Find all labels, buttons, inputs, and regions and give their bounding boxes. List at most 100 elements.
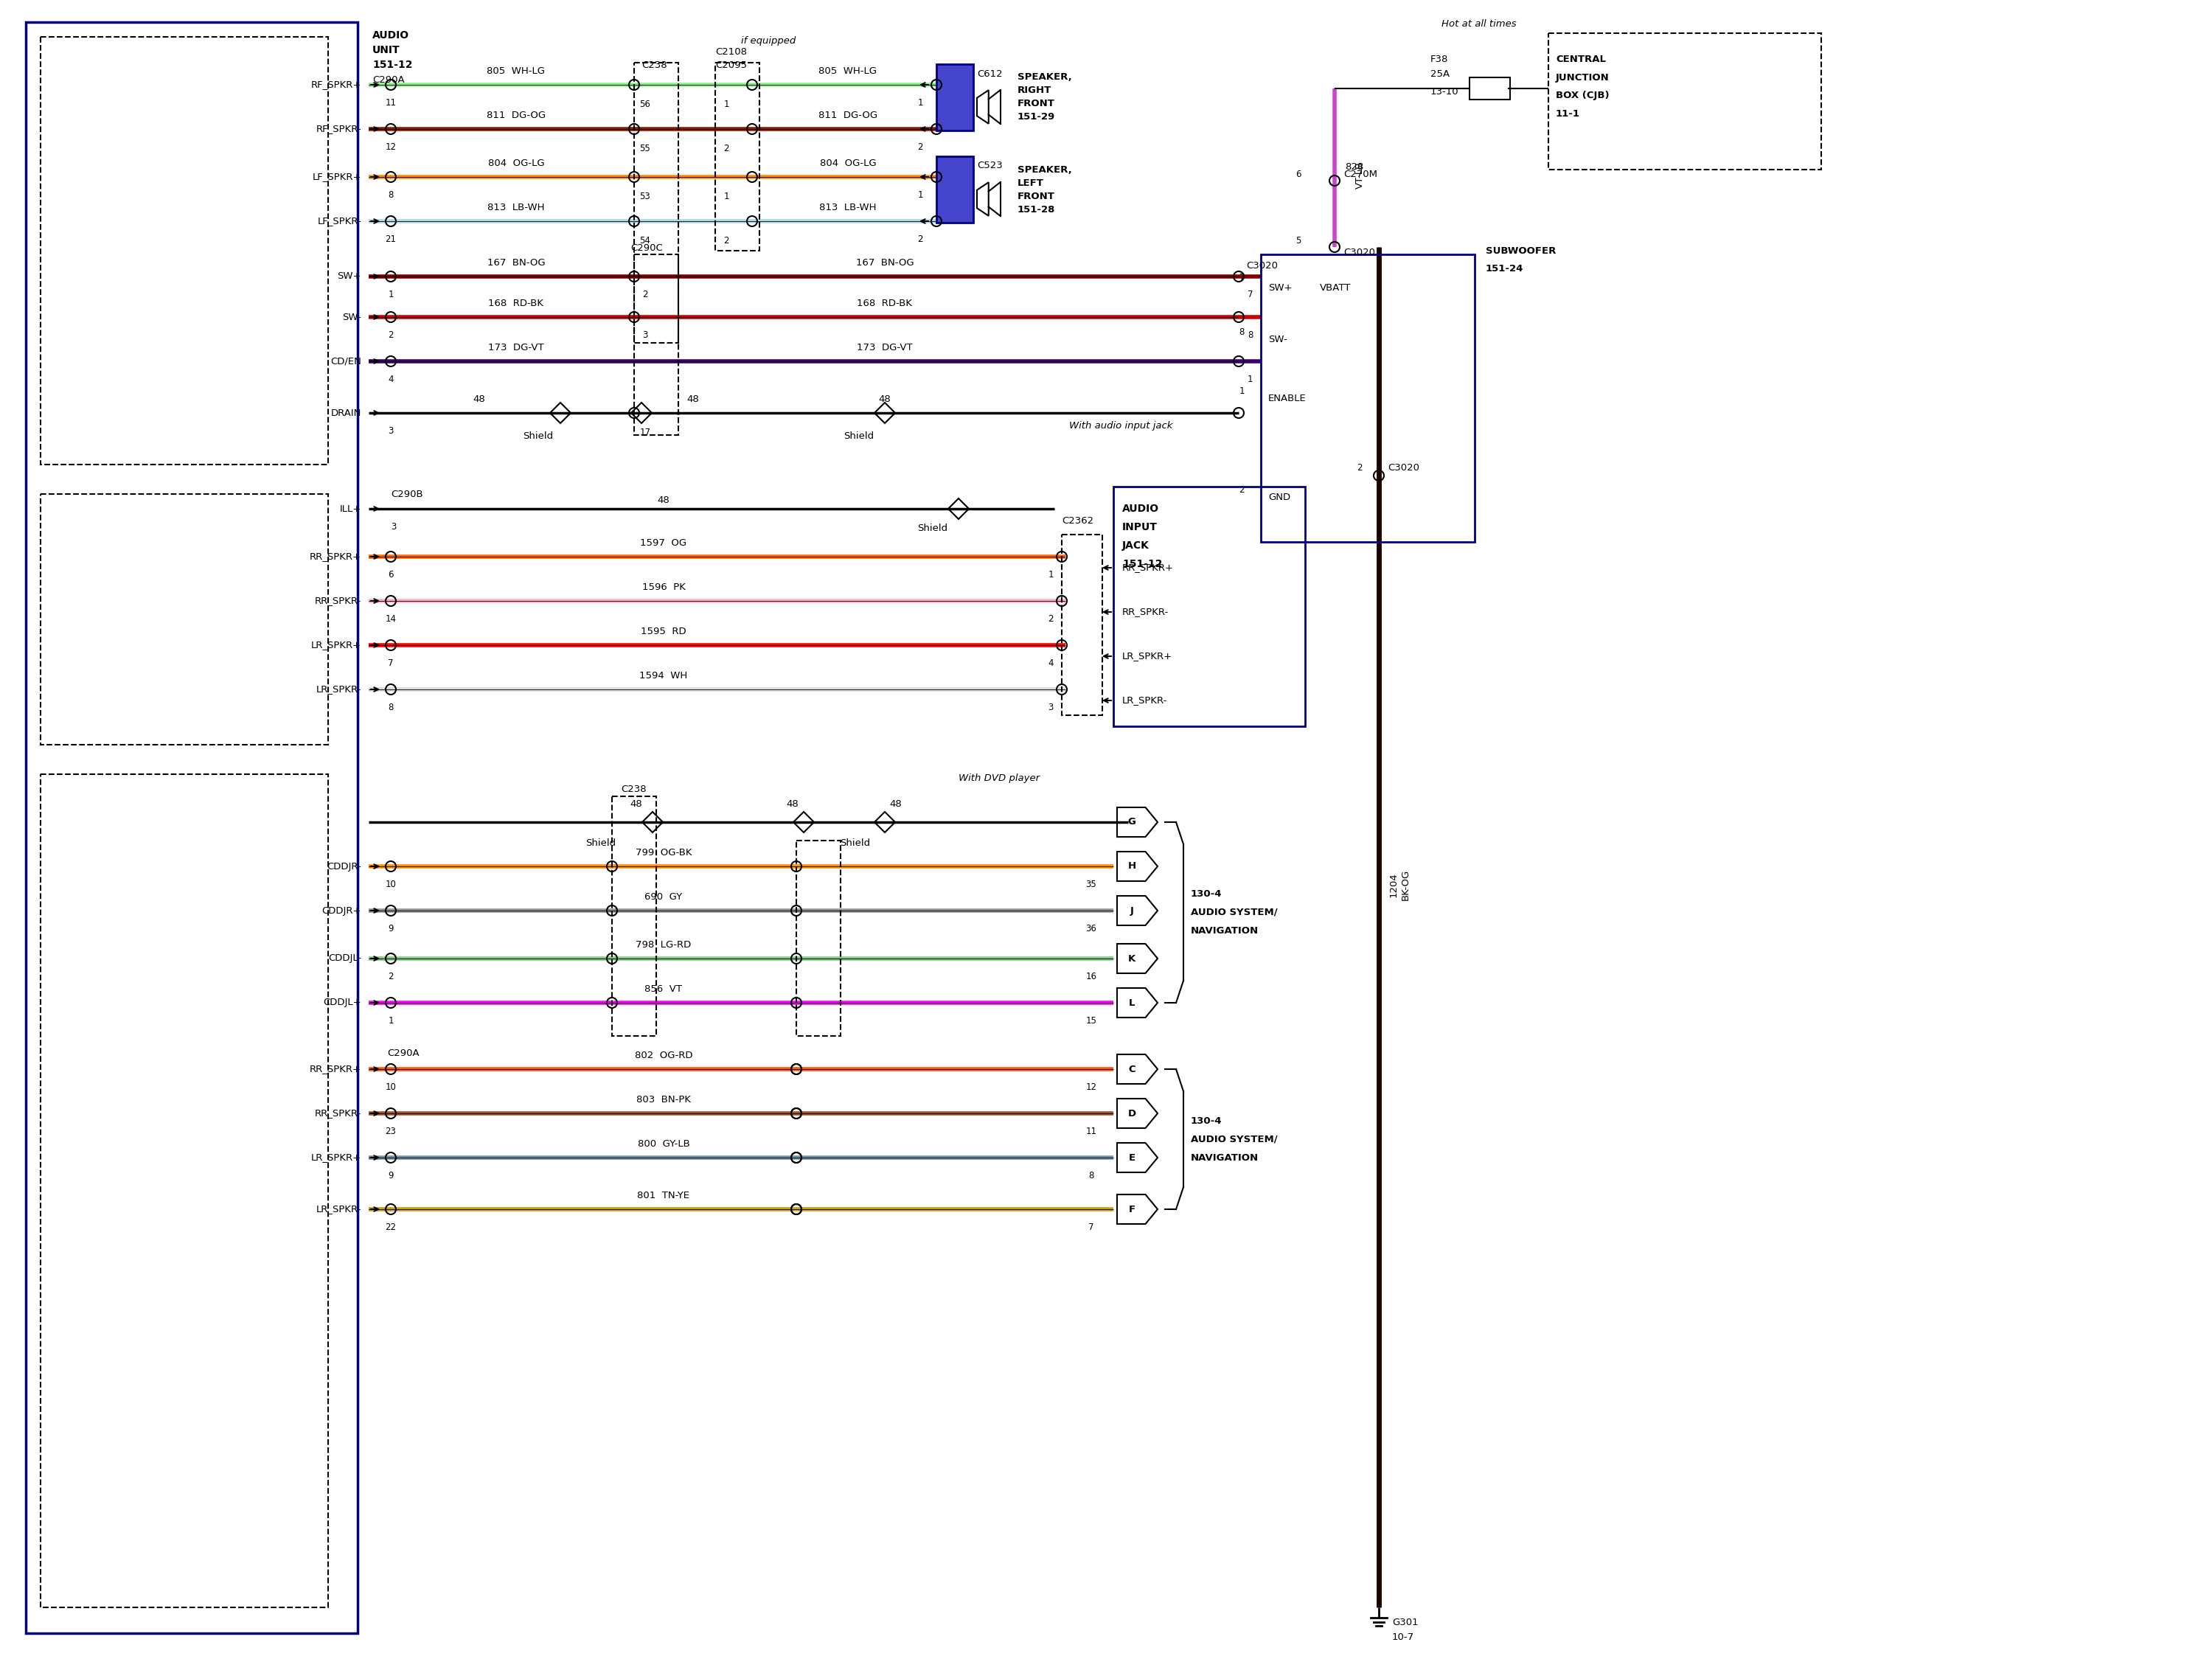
Text: 151-28: 151-28 [1018, 204, 1055, 214]
Text: G301: G301 [1391, 1618, 1418, 1627]
Text: J: J [1130, 906, 1133, 916]
Text: CD/EN: CD/EN [330, 357, 361, 367]
Text: AUDIO: AUDIO [372, 30, 409, 40]
Text: 48: 48 [889, 800, 902, 810]
Text: E: E [1128, 1153, 1135, 1163]
Text: G: G [1128, 818, 1135, 826]
Text: 11-1: 11-1 [1555, 109, 1579, 119]
Text: 151-12: 151-12 [1121, 559, 1164, 569]
Text: 48: 48 [473, 395, 484, 405]
Text: 168  RD-BK: 168 RD-BK [489, 299, 544, 309]
Text: 151-12: 151-12 [372, 60, 411, 70]
Text: INPUT: INPUT [1121, 523, 1157, 533]
Text: VT-LB: VT-LB [1356, 161, 1365, 189]
Text: AUDIO SYSTEM/: AUDIO SYSTEM/ [1190, 1135, 1279, 1145]
Bar [1548, 33, 1820, 169]
Text: SW+: SW+ [336, 272, 361, 282]
Text: CDDJR+: CDDJR+ [323, 906, 361, 916]
Text: ILL+: ILL+ [341, 504, 361, 514]
Text: Shield: Shield [918, 524, 949, 533]
Bar [27, 22, 358, 1632]
Text: UNIT: UNIT [372, 45, 400, 55]
Text: 36: 36 [1086, 924, 1097, 934]
Text: CDDJL-: CDDJL- [327, 954, 361, 964]
Text: GND: GND [1267, 493, 1290, 503]
Text: 168  RD-BK: 168 RD-BK [858, 299, 911, 309]
Text: C2362: C2362 [1062, 516, 1093, 526]
Text: RIGHT: RIGHT [1018, 86, 1051, 96]
Text: 54: 54 [639, 236, 650, 246]
Text: 2: 2 [387, 972, 394, 982]
Text: 167  BN-OG: 167 BN-OG [856, 259, 914, 267]
Text: 55: 55 [639, 144, 650, 153]
Text: 130-4: 130-4 [1190, 1117, 1221, 1125]
Text: CENTRAL: CENTRAL [1555, 55, 1606, 63]
Text: RR_SPKR-: RR_SPKR- [1121, 607, 1168, 617]
Text: 798  LG-RD: 798 LG-RD [635, 941, 692, 949]
Text: AUDIO: AUDIO [1121, 504, 1159, 514]
Text: 8: 8 [387, 191, 394, 199]
Text: 1: 1 [1048, 571, 1053, 579]
Text: 8: 8 [1239, 327, 1245, 337]
Text: 151-29: 151-29 [1018, 113, 1055, 123]
Text: 23: 23 [385, 1126, 396, 1136]
Text: 813  LB-WH: 813 LB-WH [818, 202, 876, 212]
Bar [714, 63, 759, 251]
Text: F38: F38 [1431, 55, 1449, 63]
Text: 3: 3 [392, 523, 396, 531]
Text: RF_SPKR+: RF_SPKR+ [312, 80, 361, 90]
Text: 1: 1 [387, 290, 394, 299]
Text: With audio input jack: With audio input jack [1068, 421, 1172, 431]
Text: 1: 1 [387, 1015, 394, 1025]
Text: 2: 2 [918, 234, 922, 244]
Text: 14: 14 [385, 614, 396, 624]
Text: 1: 1 [918, 191, 922, 199]
Text: NAVIGATION: NAVIGATION [1190, 1153, 1259, 1163]
Text: F: F [1128, 1204, 1135, 1214]
Text: 804  OG-LG: 804 OG-LG [489, 159, 544, 168]
Text: SW+: SW+ [1267, 282, 1292, 292]
Text: 4: 4 [387, 375, 394, 385]
Text: 813  LB-WH: 813 LB-WH [487, 202, 544, 212]
Text: 4: 4 [1048, 659, 1053, 669]
Text: SPEAKER,: SPEAKER, [1018, 164, 1073, 174]
Text: RF_SPKR-: RF_SPKR- [316, 124, 361, 134]
Text: LR_SPKR+: LR_SPKR+ [312, 1153, 361, 1163]
Text: 8: 8 [387, 703, 394, 712]
Text: C238: C238 [641, 60, 668, 70]
Text: 7: 7 [1239, 274, 1245, 282]
Bar [1469, 78, 1511, 100]
Text: 1594  WH: 1594 WH [639, 670, 688, 680]
Text: SW-: SW- [343, 312, 361, 322]
Text: 8: 8 [1248, 330, 1252, 340]
Text: 10: 10 [385, 1082, 396, 1092]
Text: 48: 48 [630, 800, 641, 810]
Text: JACK: JACK [1121, 541, 1150, 551]
Text: 1: 1 [1239, 387, 1245, 395]
Text: 2: 2 [641, 290, 648, 299]
Text: 1: 1 [723, 100, 730, 109]
Text: 1596  PK: 1596 PK [641, 582, 686, 592]
Text: 2: 2 [1048, 614, 1053, 624]
Text: C2108: C2108 [714, 46, 748, 56]
Bar [613, 796, 657, 1035]
Text: 2: 2 [723, 144, 730, 153]
Text: D: D [1128, 1108, 1137, 1118]
Text: 173  DG-VT: 173 DG-VT [856, 343, 914, 352]
Text: 1: 1 [918, 98, 922, 108]
Text: DRAIN: DRAIN [332, 408, 361, 418]
Text: C2095: C2095 [714, 60, 748, 70]
Text: RR_SPKR+: RR_SPKR+ [310, 1065, 361, 1073]
Text: AUDIO SYSTEM/: AUDIO SYSTEM/ [1190, 907, 1279, 917]
Bar [40, 494, 327, 745]
Text: SUBWOOFER: SUBWOOFER [1486, 246, 1555, 255]
Text: H: H [1128, 861, 1137, 871]
Text: Hot at all times: Hot at all times [1442, 18, 1517, 28]
Text: C290A: C290A [387, 1048, 420, 1058]
Text: LR_SPKR+: LR_SPKR+ [312, 640, 361, 650]
Bar [40, 36, 327, 465]
Text: 5: 5 [1296, 236, 1301, 246]
Text: SW-: SW- [1267, 335, 1287, 343]
Text: 801  TN-YE: 801 TN-YE [637, 1191, 690, 1201]
Text: 2: 2 [918, 143, 922, 153]
